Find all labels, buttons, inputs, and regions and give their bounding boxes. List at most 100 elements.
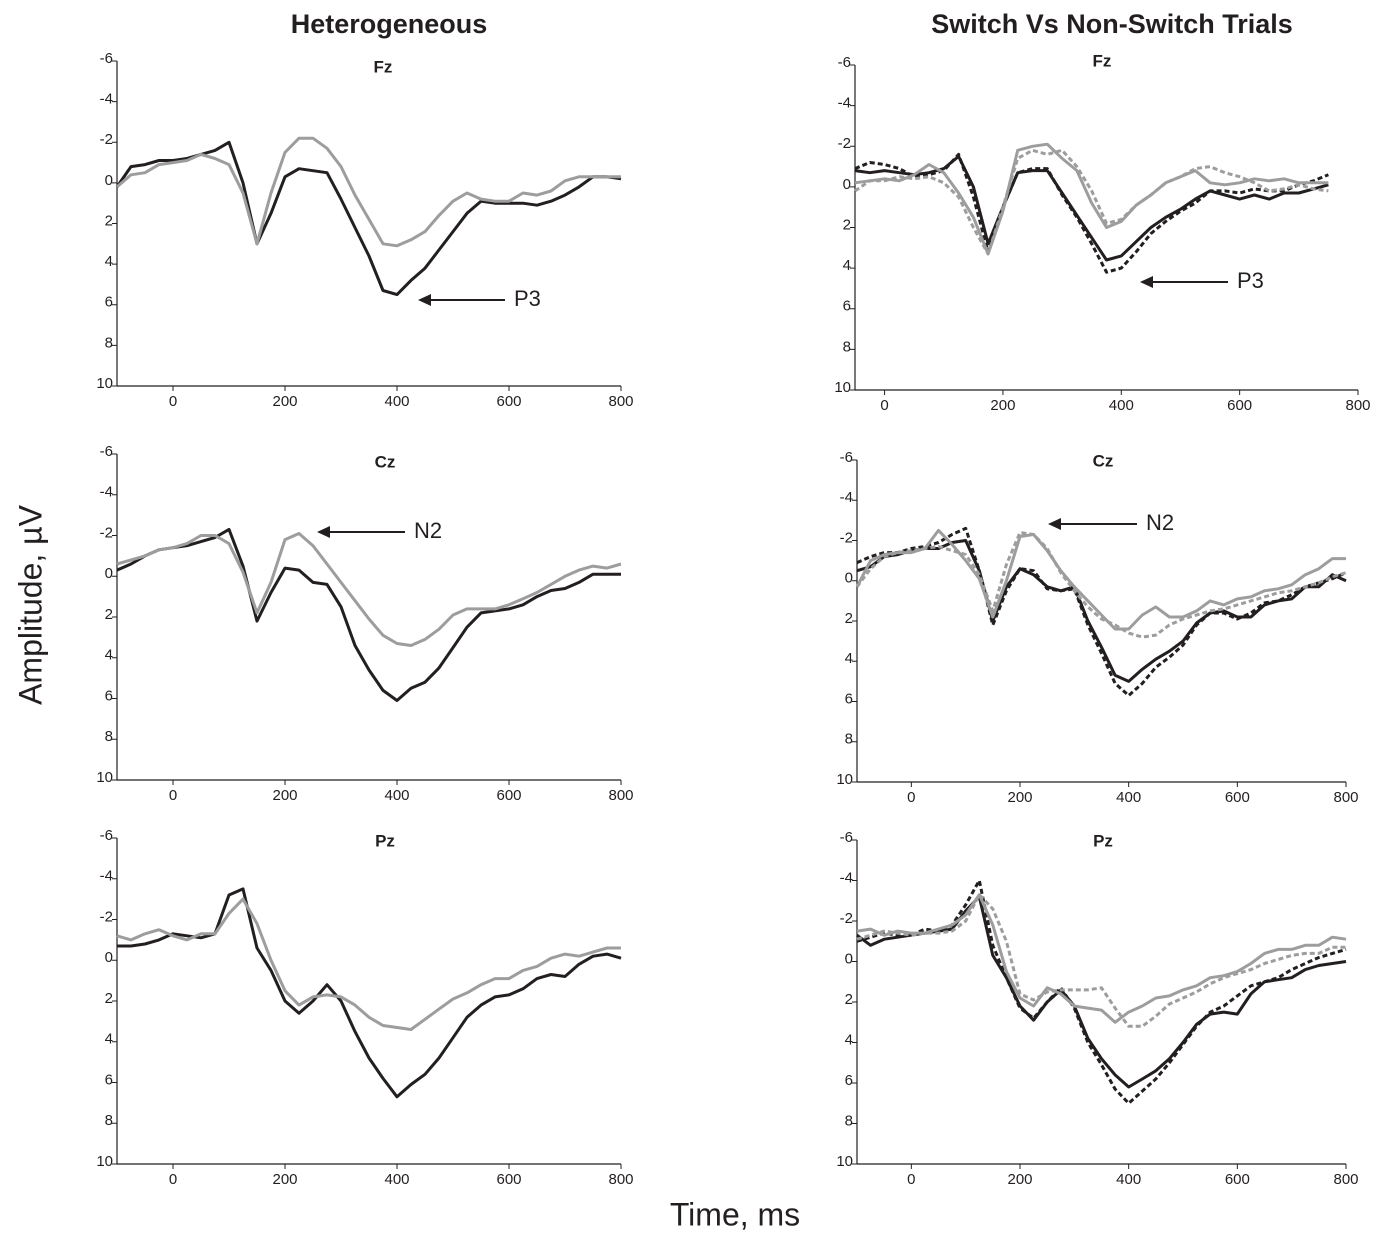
y-tick-label: -4 [840,869,853,886]
y-tick-label: 0 [843,176,851,193]
y-tick-label: 0 [105,949,113,966]
y-tick-label: 10 [834,379,851,396]
y-tick-label: 10 [836,1153,853,1170]
x-tick-label: 200 [1007,1171,1032,1188]
erp-line [856,879,1347,1105]
erp-line [856,893,1347,1024]
y-tick-label: 8 [105,334,113,351]
y-tick-label: -4 [838,95,851,112]
y-tick-label: -4 [100,91,113,108]
erp-line [854,142,1329,256]
x-tick-label: 600 [1227,397,1252,414]
erp-line [856,895,1347,1089]
x-tick-label: 0 [169,1171,177,1188]
panel-title: Fz [374,57,393,76]
y-tick-label: -4 [100,868,113,885]
arrow-head [418,294,431,306]
arrow-head [1048,518,1061,530]
x-axis-label: Time, ms [670,1196,800,1232]
y-tick-label: -2 [100,908,113,925]
y-tick-label: -6 [840,829,853,846]
y-tick-label: 2 [845,991,853,1008]
erp-line [856,526,1347,697]
y-tick-label: -6 [100,827,113,844]
y-tick-label: 10 [96,375,113,392]
annotation: N2 [414,518,442,543]
x-tick-label: 400 [1109,397,1134,414]
panel-title: Cz [1093,451,1114,470]
erp-line [854,152,1329,274]
x-tick-label: 600 [1225,1171,1250,1188]
panel-title: Fz [1093,51,1112,70]
x-tick-label: 600 [496,1171,521,1188]
x-tick-label: 800 [608,393,633,410]
y-tick-label: -2 [840,529,853,546]
x-tick-label: 200 [1007,789,1032,806]
x-tick-label: 0 [907,1171,915,1188]
x-tick-label: 400 [384,787,409,804]
x-tick-label: 600 [1225,789,1250,806]
erp-line [117,887,622,1099]
column-title: Switch Vs Non-Switch Trials [931,9,1293,39]
y-tick-label: -2 [100,524,113,541]
x-tick-label: 800 [608,787,633,804]
y-tick-label: 0 [845,570,853,587]
y-tick-label: 4 [845,1031,853,1048]
y-tick-label: -2 [838,135,851,152]
y-tick-label: 6 [105,687,113,704]
y-tick-label: 6 [105,294,113,311]
y-tick-label: 6 [105,1071,113,1088]
y-tick-label: 6 [843,298,851,315]
x-tick-label: 0 [907,789,915,806]
y-tick-label: 4 [843,257,851,274]
y-tick-label: 2 [843,216,851,233]
erp-line [116,527,621,702]
y-tick-label: 4 [105,647,113,664]
y-tick-label: -6 [838,54,851,71]
erp-line [856,893,1346,1028]
y-axis-label: Amplitude, µV [12,504,48,705]
x-tick-label: 400 [1116,1171,1141,1188]
x-tick-label: 0 [880,397,888,414]
annotation: P3 [514,286,541,311]
erp-line [856,539,1347,683]
x-tick-label: 800 [1345,397,1370,414]
erp-line [855,531,1347,639]
y-tick-label: -4 [840,489,853,506]
x-tick-label: 200 [990,397,1015,414]
y-tick-label: 8 [843,338,851,355]
x-tick-label: 200 [272,787,297,804]
panel-title: Pz [1093,831,1113,850]
y-tick-label: 4 [845,650,853,667]
x-tick-label: 0 [169,787,177,804]
y-tick-label: 0 [105,172,113,189]
y-tick-label: 0 [105,565,113,582]
x-tick-label: 200 [272,393,297,410]
erp-line [854,154,1329,262]
y-tick-label: -4 [100,484,113,501]
y-tick-label: 10 [96,1153,113,1170]
y-tick-label: -2 [840,910,853,927]
y-tick-label: -6 [100,50,113,67]
erp-line [116,897,621,1031]
y-tick-label: 6 [845,1072,853,1089]
y-tick-label: 6 [845,690,853,707]
y-tick-label: 2 [105,212,113,229]
erp-line [854,148,1329,256]
y-tick-label: 4 [105,253,113,270]
erp-line [116,136,621,248]
erp-line [116,532,622,647]
y-tick-label: 8 [845,731,853,748]
y-tick-label: 2 [105,990,113,1007]
y-tick-label: 4 [105,1031,113,1048]
y-tick-label: 8 [105,728,113,745]
y-tick-label: 8 [105,1112,113,1129]
y-tick-label: 2 [845,610,853,627]
x-tick-label: 200 [272,1171,297,1188]
annotation: N2 [1146,510,1174,535]
x-tick-label: 800 [1333,789,1358,806]
annotation: P3 [1237,268,1264,293]
x-tick-label: 600 [496,787,521,804]
x-tick-label: 400 [384,1171,409,1188]
